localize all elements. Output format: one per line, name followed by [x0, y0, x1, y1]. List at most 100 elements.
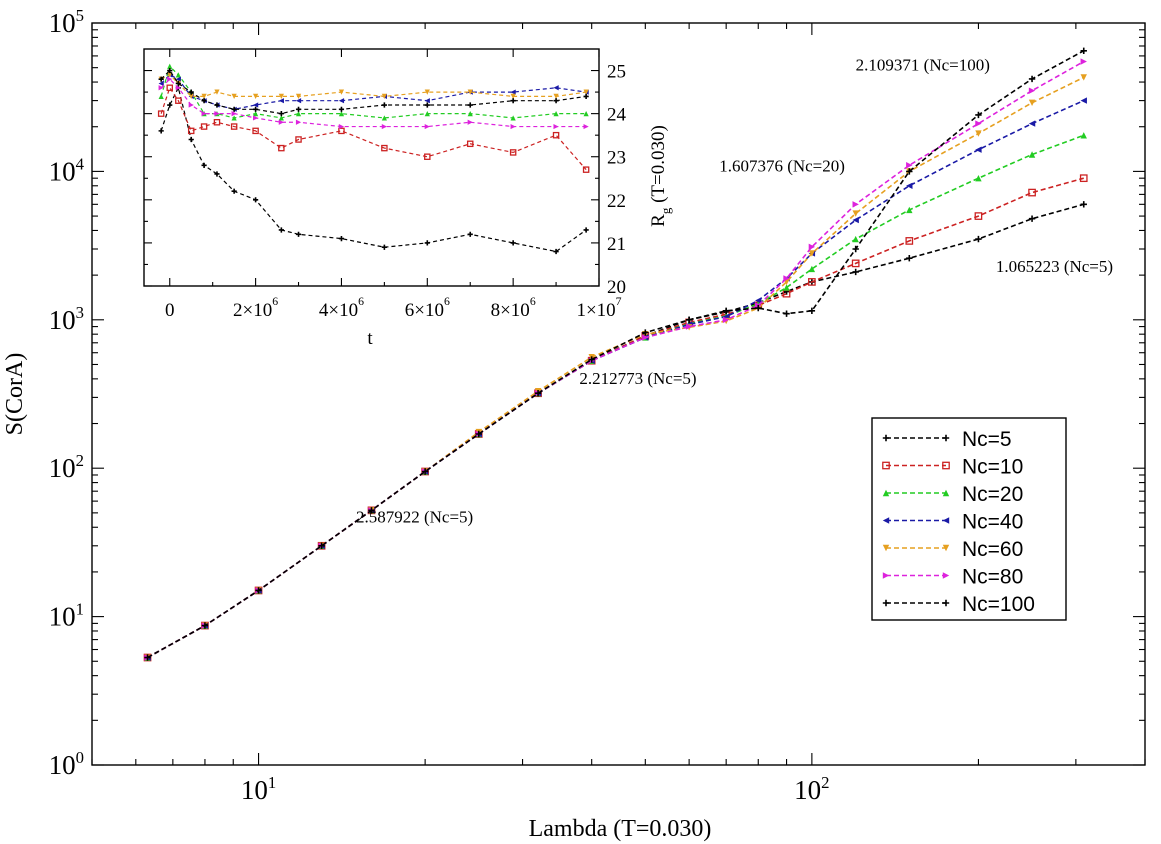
main-point-nc-80: [783, 275, 790, 282]
inset-series-nc-100: [158, 67, 589, 117]
main-annotations: 2.109371 (Nc=100) 1.607376 (Nc=20) 1.06522…: [356, 55, 1113, 526]
main-point-nc-100: [318, 542, 325, 549]
legend: Nc=5 Nc=10 Nc=20 Nc=40 Nc=60 Nc=80 Nc=100: [882, 428, 1035, 616]
legend-item-nc-10: Nc=10: [882, 456, 1023, 479]
inset-point-nc-80: [424, 123, 430, 130]
inset-point-nc-10: [213, 119, 221, 126]
main-point-nc-10: [1079, 174, 1088, 183]
inset-point-nc-100: [295, 106, 302, 112]
inset-point-nc-5: [214, 171, 220, 177]
inset-point-nc-5: [295, 231, 302, 237]
inset-point-nc-60: [231, 93, 237, 99]
main-point-nc-100: [808, 307, 816, 314]
inset-point-nc-80: [201, 111, 207, 117]
main-y-axis-label: S(CorA): [2, 353, 28, 436]
annotation-4: 2.212773 (Nc=5): [579, 369, 696, 388]
inset-point-nc-10: [338, 127, 345, 135]
inset-line-nc-10: [160, 86, 587, 171]
y-tick-label: 104: [49, 154, 85, 186]
legend-swatch-marker: [882, 599, 890, 607]
inset-line-nc-60: [160, 74, 587, 98]
inset-y-tick-label: 23: [607, 148, 626, 169]
inset-point-nc-100: [583, 93, 589, 99]
main-point-nc-100: [783, 310, 790, 317]
inset-point-nc-60: [214, 89, 220, 95]
inset-point-nc-80: [188, 102, 194, 108]
inset-point-nc-60: [424, 89, 430, 95]
inset-point-nc-5: [158, 128, 164, 134]
inset-point-nc-40: [175, 76, 181, 82]
main-point-nc-60: [1028, 99, 1036, 106]
inset-point-nc-5: [553, 248, 559, 255]
inset-point-nc-10: [230, 123, 238, 130]
main-point-nc-20: [852, 235, 859, 243]
inset-series-nc-80: [158, 76, 589, 130]
inset-point-nc-100: [467, 102, 473, 108]
main-point-nc-20: [783, 284, 790, 291]
inset-point-nc-80: [553, 123, 559, 130]
inset-plot-frame: [143, 48, 600, 287]
inset-point-nc-10: [166, 84, 174, 92]
inset-point-nc-80: [467, 119, 473, 125]
inset-point-nc-40: [253, 102, 259, 108]
inset-x-tick-label: 2×106: [233, 295, 278, 321]
inset-point-nc-80: [278, 119, 284, 125]
inset-point-nc-5: [201, 162, 207, 168]
main-point-nc-20: [1080, 132, 1087, 139]
main-point-nc-40: [1028, 120, 1036, 127]
inset-y-tick-label: 24: [607, 105, 627, 126]
main-point-nc-60: [808, 250, 816, 257]
main-plot-frame: [91, 22, 1146, 766]
legend-swatch-marker: [882, 544, 890, 552]
inset-point-nc-20: [424, 111, 430, 117]
legend-swatch-marker: [942, 572, 950, 579]
main-point-nc-10: [1028, 188, 1036, 197]
main-point-nc-80: [1028, 87, 1036, 94]
inset-ticks: 20 21 22 23 24 25 0 2×106 4×106 6×106 8×106 1×107: [144, 49, 627, 321]
main-point-nc-5: [1028, 215, 1036, 222]
inset-point-nc-80: [253, 115, 259, 121]
inset-point-nc-10: [582, 166, 590, 173]
main-point-nc-10: [808, 278, 816, 286]
inset-point-nc-80: [583, 123, 589, 130]
inset-point-nc-60: [253, 93, 259, 99]
main-point-nc-100: [975, 111, 982, 119]
inset-y-axis-label-rest: (T=0.030): [648, 125, 669, 207]
main-point-nc-40: [906, 182, 913, 189]
main-series: [143, 47, 1088, 662]
main-point-nc-80: [1080, 58, 1087, 65]
inset-point-nc-40: [338, 98, 345, 104]
inset-point-nc-80: [381, 123, 387, 130]
inset-point-nc-100: [167, 67, 173, 74]
inset-point-nc-80: [214, 111, 220, 117]
inset-point-nc-100: [553, 98, 559, 104]
legend-swatch-marker: [942, 517, 950, 524]
inset-point-nc-100: [381, 102, 387, 108]
main-point-nc-80: [975, 120, 982, 127]
legend-item-nc-5: Nc=5: [882, 428, 1012, 451]
inset-point-nc-5: [278, 227, 284, 233]
inset-point-nc-20: [278, 115, 284, 121]
main-point-nc-100: [421, 468, 429, 475]
inset-point-nc-20: [553, 111, 559, 117]
legend-swatch-marker: [942, 489, 950, 497]
main-point-nc-80: [685, 323, 693, 330]
inset-point-nc-20: [381, 115, 387, 121]
main-point-nc-100: [588, 356, 595, 363]
inset-point-nc-5: [583, 227, 589, 233]
inset-x-tick-label: 6×106: [405, 295, 450, 321]
legend-swatch-marker: [942, 461, 950, 470]
inset-y-axis-label: Rg (T=0.030): [648, 125, 673, 227]
main-line-nc-100: [147, 50, 1085, 659]
y-tick-label: 101: [49, 600, 84, 632]
inset-y-tick-label: 20: [607, 277, 626, 298]
inset-x-tick-label: 8×106: [491, 295, 536, 321]
main-point-nc-80: [642, 334, 649, 341]
main-point-nc-100: [755, 304, 762, 312]
inset-y-tick-label: 21: [607, 234, 626, 255]
inset-point-nc-100: [424, 102, 430, 108]
legend-swatch-marker: [882, 572, 890, 579]
x-tick-label: 102: [794, 773, 829, 805]
inset-point-nc-100: [510, 98, 516, 104]
inset-point-nc-80: [510, 123, 516, 130]
